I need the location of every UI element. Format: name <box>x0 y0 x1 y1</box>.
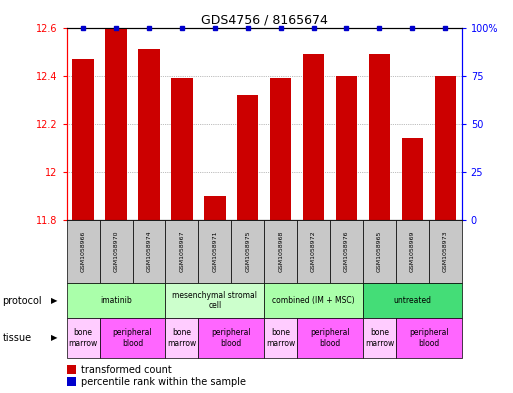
Text: GSM1058975: GSM1058975 <box>245 231 250 272</box>
Text: GSM1058969: GSM1058969 <box>410 231 415 272</box>
Text: ▶: ▶ <box>51 334 57 342</box>
Bar <box>402 138 423 220</box>
Text: peripheral
blood: peripheral blood <box>409 328 448 348</box>
Bar <box>297 318 363 358</box>
Text: peripheral
blood: peripheral blood <box>310 328 350 348</box>
Text: peripheral
blood: peripheral blood <box>113 328 152 348</box>
Bar <box>204 196 226 220</box>
Text: peripheral
blood: peripheral blood <box>211 328 251 348</box>
Text: GSM1058966: GSM1058966 <box>81 231 86 272</box>
Bar <box>67 318 100 358</box>
Bar <box>67 220 100 283</box>
Bar <box>199 318 264 358</box>
Bar <box>396 220 429 283</box>
Bar <box>165 318 199 358</box>
Bar <box>231 220 264 283</box>
Bar <box>237 95 259 220</box>
Bar <box>139 49 160 220</box>
Bar <box>264 283 363 318</box>
Text: protocol: protocol <box>3 296 42 306</box>
Bar <box>363 220 396 283</box>
Bar <box>100 318 165 358</box>
Bar <box>303 54 324 220</box>
Text: bone
marrow: bone marrow <box>266 328 295 348</box>
Bar <box>336 75 357 220</box>
Bar <box>264 318 297 358</box>
Text: GSM1058971: GSM1058971 <box>212 231 218 272</box>
Text: GSM1058968: GSM1058968 <box>278 231 283 272</box>
Text: mesenchymal stromal
cell: mesenchymal stromal cell <box>172 291 258 310</box>
Bar <box>264 220 297 283</box>
Bar <box>429 220 462 283</box>
Text: GSM1058976: GSM1058976 <box>344 231 349 272</box>
Bar <box>171 78 192 220</box>
Bar <box>67 283 165 318</box>
Bar <box>363 318 396 358</box>
Bar <box>199 220 231 283</box>
Bar <box>132 220 165 283</box>
Text: GSM1058973: GSM1058973 <box>443 231 448 272</box>
Text: combined (IM + MSC): combined (IM + MSC) <box>272 296 355 305</box>
Bar <box>297 220 330 283</box>
Text: untreated: untreated <box>393 296 431 305</box>
Bar <box>72 59 94 220</box>
Text: GSM1058965: GSM1058965 <box>377 231 382 272</box>
Text: GSM1058967: GSM1058967 <box>180 231 184 272</box>
Bar <box>435 75 456 220</box>
Text: percentile rank within the sample: percentile rank within the sample <box>81 376 246 387</box>
Bar <box>165 220 199 283</box>
Text: transformed count: transformed count <box>81 365 172 375</box>
Text: imatinib: imatinib <box>100 296 132 305</box>
Bar <box>369 54 390 220</box>
Bar <box>363 283 462 318</box>
Bar <box>105 28 127 220</box>
Text: bone
marrow: bone marrow <box>167 328 196 348</box>
Bar <box>330 220 363 283</box>
Bar <box>100 220 132 283</box>
Text: GSM1058974: GSM1058974 <box>147 231 151 272</box>
Bar <box>270 78 291 220</box>
Text: GSM1058972: GSM1058972 <box>311 231 316 272</box>
Title: GDS4756 / 8165674: GDS4756 / 8165674 <box>201 13 328 26</box>
Bar <box>396 318 462 358</box>
Text: bone
marrow: bone marrow <box>365 328 394 348</box>
Text: bone
marrow: bone marrow <box>69 328 98 348</box>
Text: ▶: ▶ <box>51 296 57 305</box>
Text: GSM1058970: GSM1058970 <box>113 231 119 272</box>
Text: tissue: tissue <box>3 333 32 343</box>
Bar <box>165 283 264 318</box>
